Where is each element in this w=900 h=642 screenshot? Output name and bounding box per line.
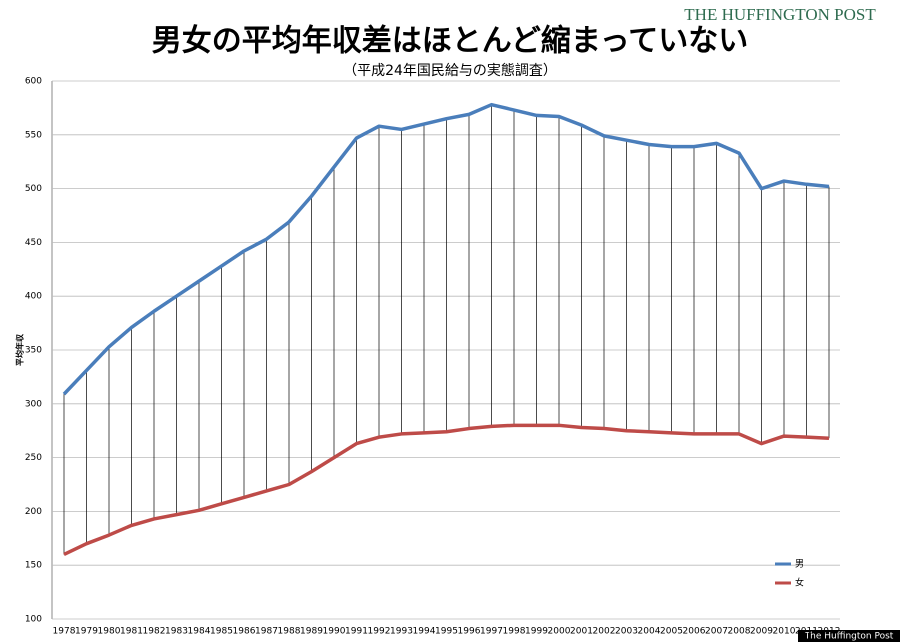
x-tick-label: 1999 [525,627,548,637]
series-line [63,423,830,557]
x-tick-label: 1994 [413,627,436,637]
y-tick-label: 400 [25,292,42,302]
y-tick-label: 600 [25,77,42,87]
x-tick-label: 1995 [435,627,458,637]
y-axis-label: 平均年収 [15,333,25,366]
x-tick-label: 2007 [705,627,728,637]
x-tick-label: 2004 [638,627,661,637]
y-tick-label: 300 [25,399,42,409]
x-tick-label: 1986 [233,627,256,637]
x-tick-label: 1989 [300,627,323,637]
x-tick-label: 1985 [210,627,233,637]
x-tick-label: 1982 [143,627,166,637]
x-tick-label: 1979 [75,627,98,637]
chart-subtitle: （平成24年国民給与の実態調査） [343,63,557,79]
x-tick-label: 1996 [458,627,481,637]
x-tick-label: 2011 [795,627,818,637]
y-tick-label: 200 [25,507,42,517]
x-tick-label: 1981 [120,627,143,637]
legend-label: 男 [795,559,804,570]
x-tick-label: 2003 [615,627,638,637]
footer: The Huffington Post [804,632,894,642]
x-tick-label: 1993 [390,627,413,637]
x-tick-label: 2005 [660,627,683,637]
x-tick-label: 1984 [188,627,211,637]
x-tick-label: 2009 [750,627,773,637]
y-tick-label: 150 [25,561,42,571]
y-tick-label: 550 [25,130,42,140]
x-tick-label: 2012 [818,627,841,637]
x-tick-label: 1988 [278,627,301,637]
x-tick-label: 2001 [570,627,593,637]
x-tick-label: 1983 [165,627,188,637]
y-tick-label: 450 [25,238,42,248]
x-tick-label: 1992 [368,627,391,637]
x-tick-label: 1990 [323,627,346,637]
legend-label: 女 [795,577,804,589]
x-tick-label: 1998 [503,627,526,637]
x-tick-label: 2010 [773,627,796,637]
footer-bg [798,630,900,642]
x-tick-label: 2008 [728,627,751,637]
x-tick-label: 1987 [255,627,278,637]
chart-title: 男女の平均年収差はほとんど縮まっていない [152,24,748,59]
x-tick-label: 2006 [683,627,706,637]
x-tick-label: 1978 [53,627,76,637]
y-tick-label: 350 [25,346,42,356]
x-tick-label: 2002 [593,627,616,637]
brand: THE HUFFINGTON POST [684,5,876,24]
y-tick-label: 250 [25,453,42,463]
series-line [62,102,830,396]
y-tick-label: 100 [25,615,42,625]
y-tick-label: 500 [25,184,42,194]
x-tick-label: 1991 [345,627,368,637]
x-tick-label: 2000 [548,627,571,637]
x-tick-label: 1997 [480,627,503,637]
x-tick-label: 1980 [98,627,121,637]
